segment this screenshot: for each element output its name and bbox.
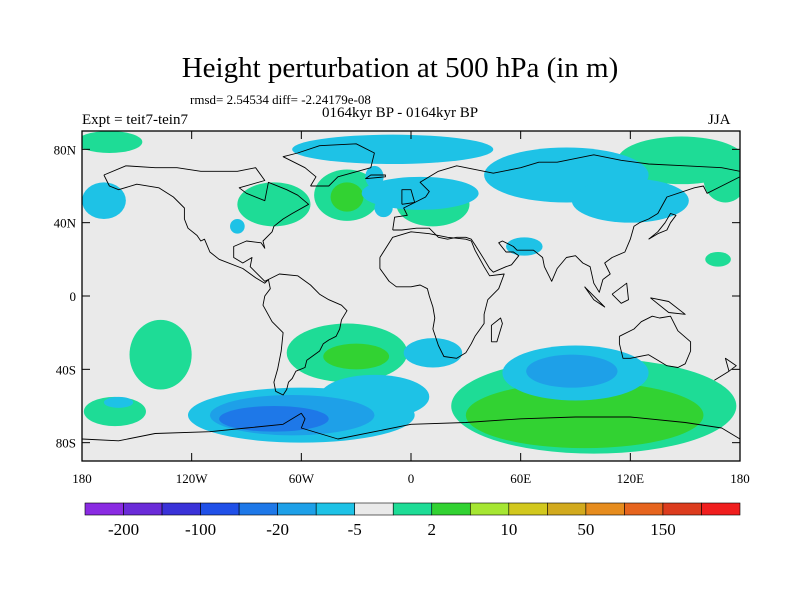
lon-tick-label: 180 [72, 471, 92, 486]
colorbar-swatch [392, 502, 433, 516]
anomaly-region-negative-light [103, 396, 134, 408]
colorbar-swatch [624, 502, 664, 516]
coastline [611, 282, 629, 304]
lat-tick-label: 80S [56, 436, 76, 451]
coastline [584, 286, 606, 308]
anomaly-region-negative-light [292, 134, 494, 164]
map-panel [82, 131, 740, 461]
rmsd-diff-stats: rmsd= 2.54534 diff= -2.24179e-08 [190, 92, 371, 107]
coastline [282, 143, 375, 187]
coastline [650, 297, 686, 315]
lon-tick-label: 60W [289, 471, 315, 486]
anomaly-region-positive-light [705, 252, 731, 267]
anomaly-region-negative-light [571, 178, 689, 223]
lat-tick-label: 0 [70, 289, 77, 304]
lon-tick-label: 0 [408, 471, 415, 486]
anomaly-region-negative-light [374, 198, 393, 218]
anomaly-region-negative-light [365, 165, 384, 188]
coastline [379, 231, 505, 359]
colorbar-swatch [469, 502, 510, 516]
colorbar-label: -100 [185, 520, 216, 539]
lon-tick-label: 180 [730, 471, 750, 486]
lat-tick-label: 80N [54, 142, 77, 157]
colorbar-swatch [161, 502, 201, 516]
colorbar-swatch [315, 502, 356, 516]
anomaly-region-positive-strong [323, 343, 390, 370]
colorbar-label: 50 [577, 520, 594, 539]
chart-title: Height perturbation at 500 hPa (in m) [181, 52, 619, 84]
axis-ticks: 80N 40N 0 40S 80S 180 120W 60W 0 60E 120E 180 [54, 131, 750, 486]
colorbar-swatch [277, 502, 317, 516]
colorbar-swatch [547, 502, 587, 516]
anomaly-region-positive-light [237, 182, 311, 227]
anomaly-region-positive-light [82, 131, 143, 153]
anomaly-contours [82, 131, 740, 454]
colorbar-swatch [701, 502, 741, 516]
anomaly-region-negative-medium [526, 354, 618, 388]
coastline [648, 213, 677, 240]
time-period-label: 0164kyr BP - 0164kyr BP [321, 105, 479, 121]
colorbar-swatch [84, 502, 124, 516]
anomaly-region-negative-light [82, 182, 126, 220]
colorbar-label: 10 [500, 520, 517, 539]
coastline [618, 315, 692, 368]
coastlines [82, 143, 740, 442]
lat-tick-label: 40S [56, 362, 76, 377]
season-label: JJA [708, 112, 731, 128]
anomaly-region-negative-light [506, 237, 543, 256]
coastline [392, 154, 740, 293]
anomaly-region-positive-light [703, 154, 740, 203]
colorbar-swatch [238, 502, 278, 516]
coastline [82, 412, 740, 442]
colorbar-swatch [354, 502, 394, 516]
colorbar-label: 2 [428, 520, 437, 539]
colorbar-label: -20 [266, 520, 289, 539]
colorbar-swatch [508, 502, 548, 516]
coastline [103, 165, 310, 284]
colorbar: -200 -100 -20 -5 2 10 50 150 [84, 502, 741, 539]
colorbar-swatch [431, 502, 471, 516]
colorbar-label: -200 [108, 520, 139, 539]
anomaly-region-negative-light [230, 219, 245, 234]
coastline [365, 174, 386, 180]
colorbar-swatch [123, 502, 163, 516]
colorbar-label: 150 [650, 520, 676, 539]
colorbar-swatch [585, 502, 625, 516]
lon-tick-label: 120E [617, 471, 645, 486]
lon-tick-label: 120W [176, 471, 209, 486]
lat-tick-label: 40N [54, 216, 77, 231]
anomaly-region-negative-light [403, 338, 463, 368]
colorbar-swatch [200, 502, 240, 516]
experiment-label: Expt = teit7-tein7 [82, 112, 188, 128]
anomaly-region-negative-light [361, 176, 479, 210]
anomaly-region-positive-strong [330, 182, 364, 212]
coastline [262, 273, 348, 396]
anomaly-region-positive-light [129, 319, 192, 390]
anomaly-region-negative-strong [219, 406, 329, 432]
anomaly-region-positive-strong [465, 382, 704, 449]
colorbar-swatch [662, 502, 702, 516]
coastline [401, 189, 416, 205]
lon-tick-label: 60E [510, 471, 531, 486]
coastline [714, 357, 737, 381]
coastline [490, 317, 503, 343]
colorbar-label: -5 [348, 520, 362, 539]
